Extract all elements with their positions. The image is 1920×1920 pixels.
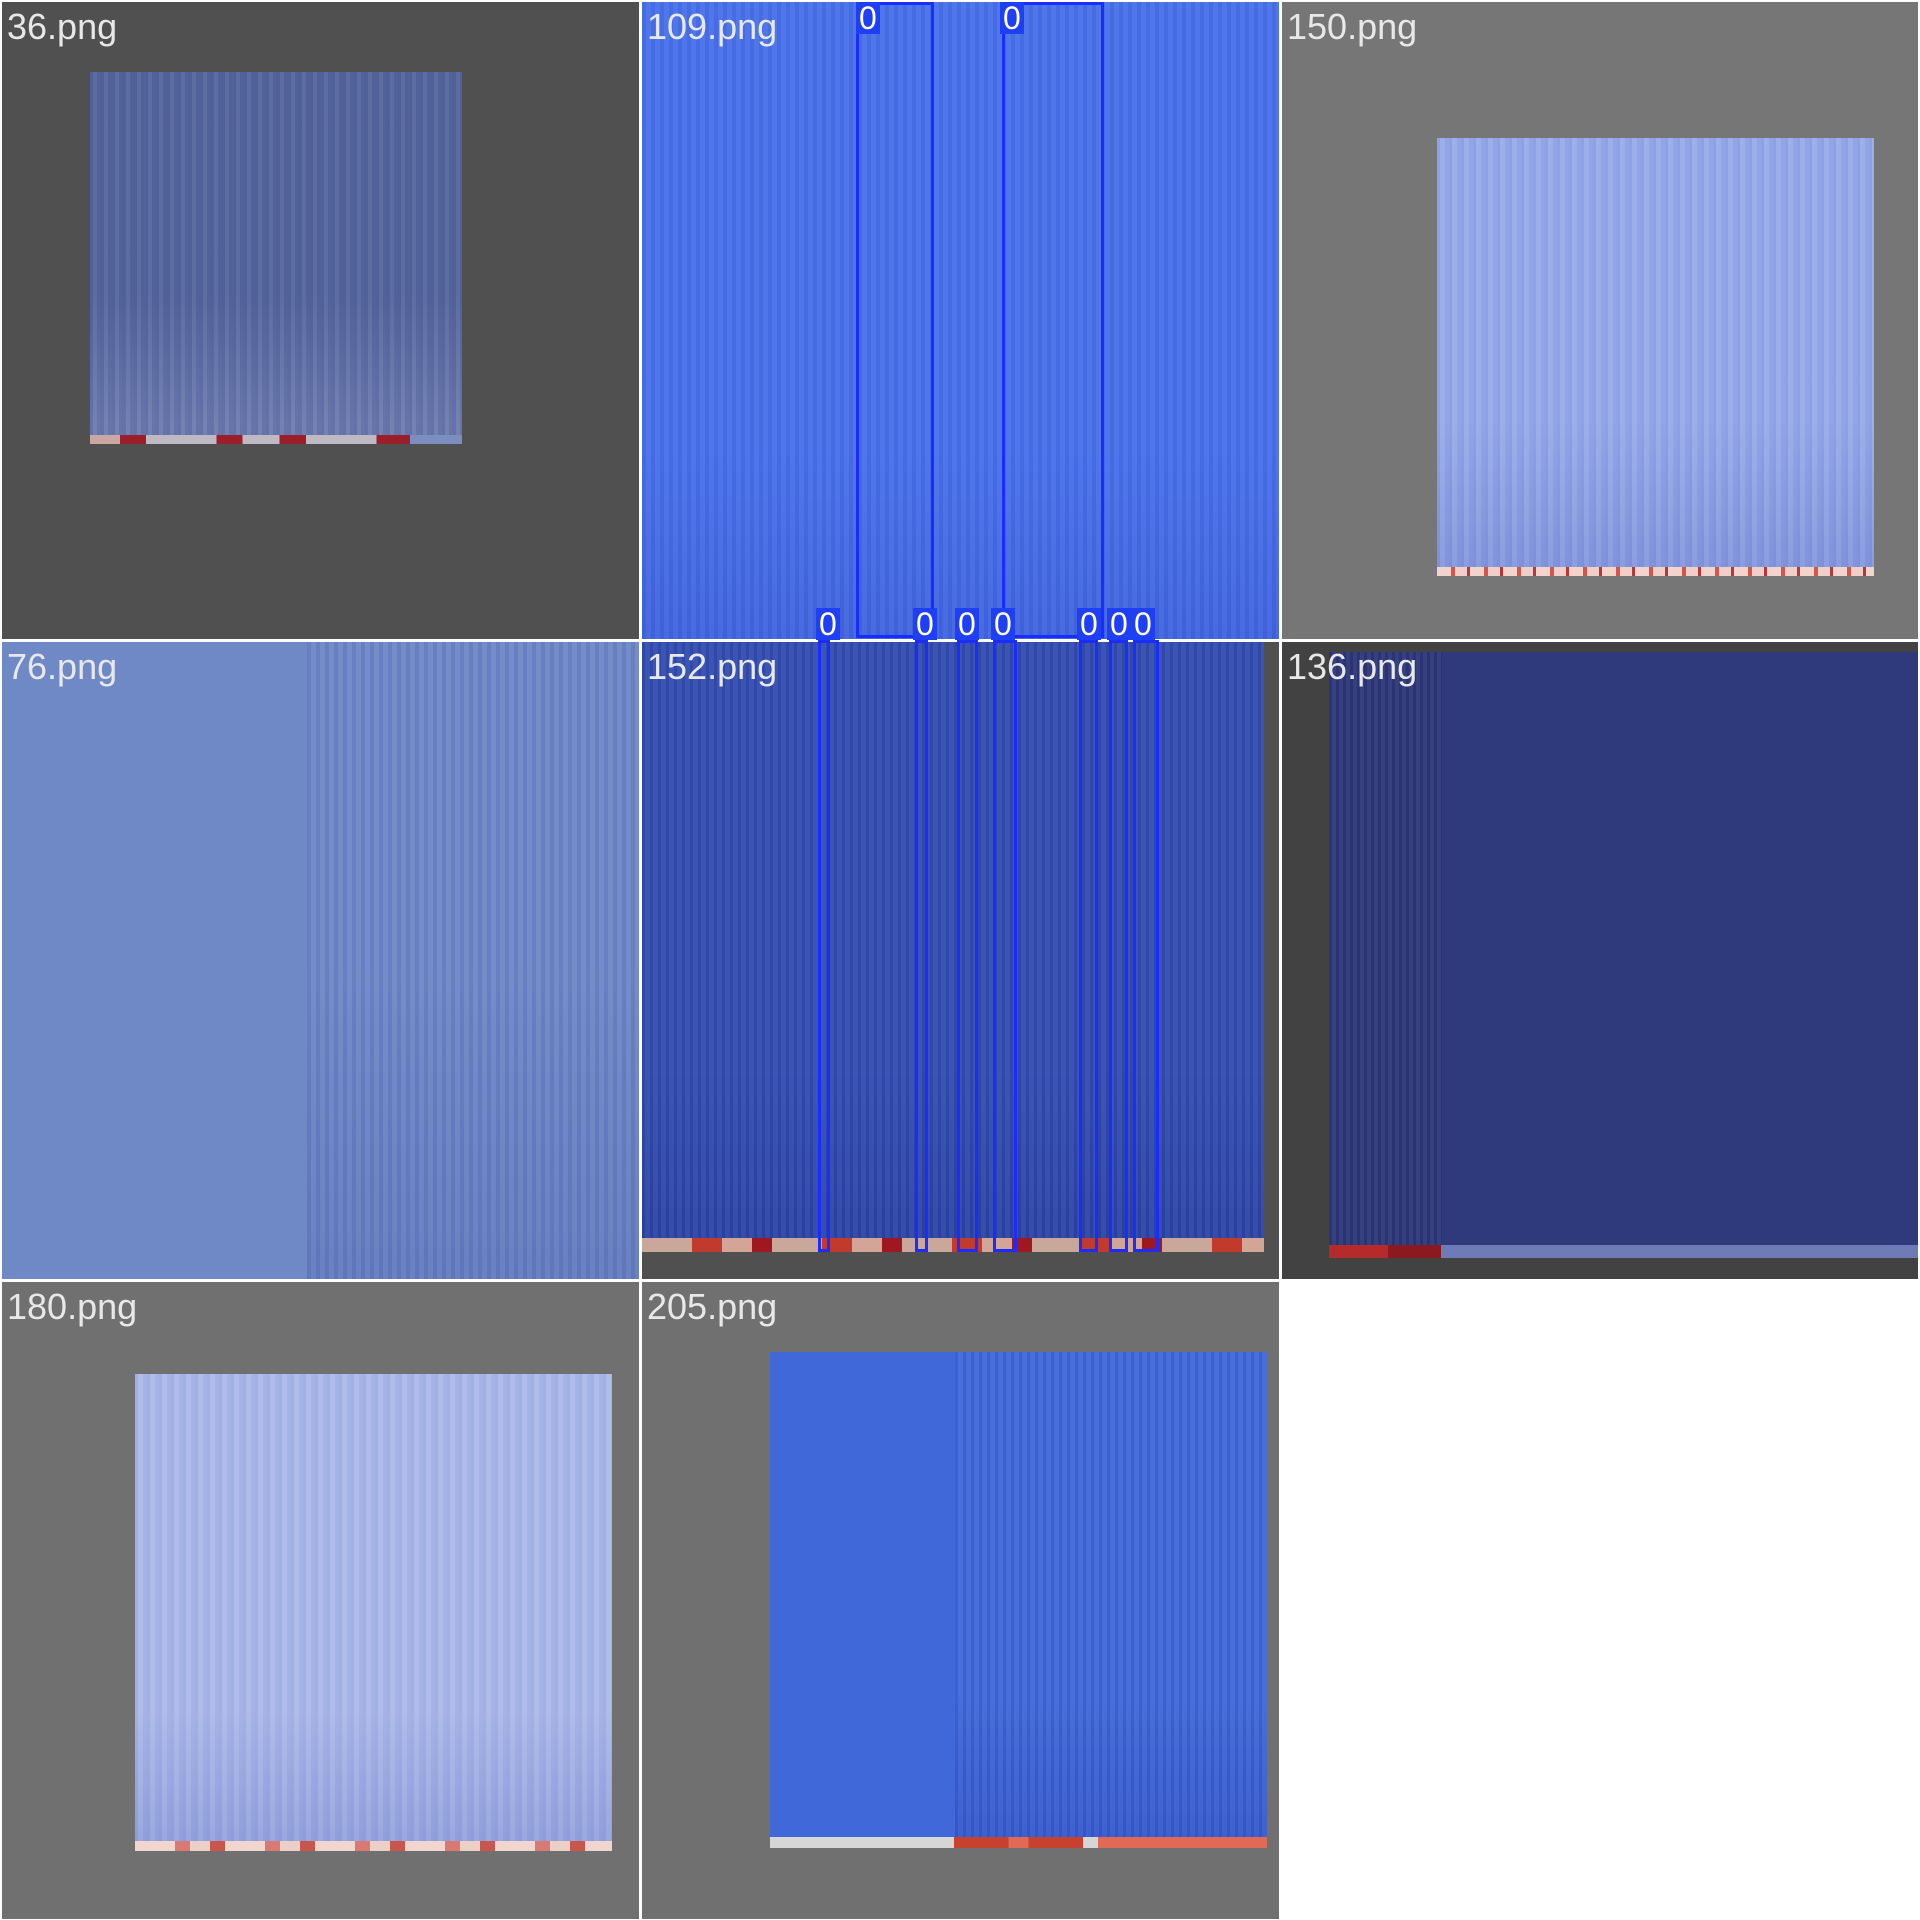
detection-label: 0 [1131,608,1155,640]
tile-76[interactable]: 76.png [2,642,639,1279]
detection-label: 0 [913,608,937,640]
detection-box[interactable] [1079,640,1098,1252]
tile-filename: 109.png [647,6,778,47]
spectrogram-image [642,2,1279,639]
spectrogram-texture [642,2,1279,639]
spectrogram-image [90,72,462,444]
detection-box[interactable] [1133,640,1159,1252]
spectrogram-bottom-strip [642,1238,1264,1252]
detection-box[interactable] [915,640,928,1252]
tile-filename: 150.png [1287,6,1418,47]
tile-180[interactable]: 180.png [2,1282,639,1919]
spectrogram-image [642,642,1264,1252]
detection-box[interactable] [957,640,978,1252]
tile-150[interactable]: 150.png [1282,2,1918,639]
spectrogram-texture [1437,138,1874,576]
spectrogram-bottom-strip [135,1841,612,1851]
spectrogram-texture [307,642,639,1279]
spectrogram-bottom-strip [770,1837,1267,1848]
detection-box[interactable] [1002,2,1104,638]
tile-filename: 180.png [7,1286,138,1327]
detection-label: 0 [991,608,1015,640]
spectrogram-texture [955,1352,1267,1848]
spectrogram-texture [135,1374,612,1851]
detection-label: 0 [816,608,840,640]
spectrogram-bottom-strip [1329,1245,1918,1258]
spectrogram-image [770,1352,1267,1848]
spectrogram-bottom-strip [90,435,462,444]
detection-label: 0 [1077,608,1101,640]
tile-205[interactable]: 205.png [642,1282,1279,1919]
tile-109[interactable]: 109.png [642,2,1279,639]
spectrogram-image [2,642,639,1279]
spectrogram-image [1437,138,1874,576]
spectrogram-texture [642,642,1264,1252]
spectrogram-image [1329,652,1918,1258]
tile-136[interactable]: 136.png [1282,642,1918,1279]
spectrogram-image [135,1374,612,1851]
spectrogram-texture [1329,652,1442,1258]
tile-filename: 152.png [647,646,778,687]
tile-152[interactable]: 152.png [642,642,1279,1279]
detection-label: 0 [1000,2,1024,34]
spectrogram-texture [90,72,462,444]
tile-filename: 136.png [1287,646,1418,687]
detection-label: 0 [856,2,880,34]
detection-label: 0 [1107,608,1131,640]
tile-filename: 36.png [7,6,118,47]
detection-box[interactable] [856,2,934,638]
tile-filename: 205.png [647,1286,778,1327]
tile-36[interactable]: 36.png [2,2,639,639]
spectrogram-bottom-strip [1437,567,1874,576]
detection-box[interactable] [818,640,830,1252]
detection-label: 0 [955,608,979,640]
tile-filename: 76.png [7,646,118,687]
detection-box[interactable] [1109,640,1128,1252]
detection-box[interactable] [993,640,1017,1252]
